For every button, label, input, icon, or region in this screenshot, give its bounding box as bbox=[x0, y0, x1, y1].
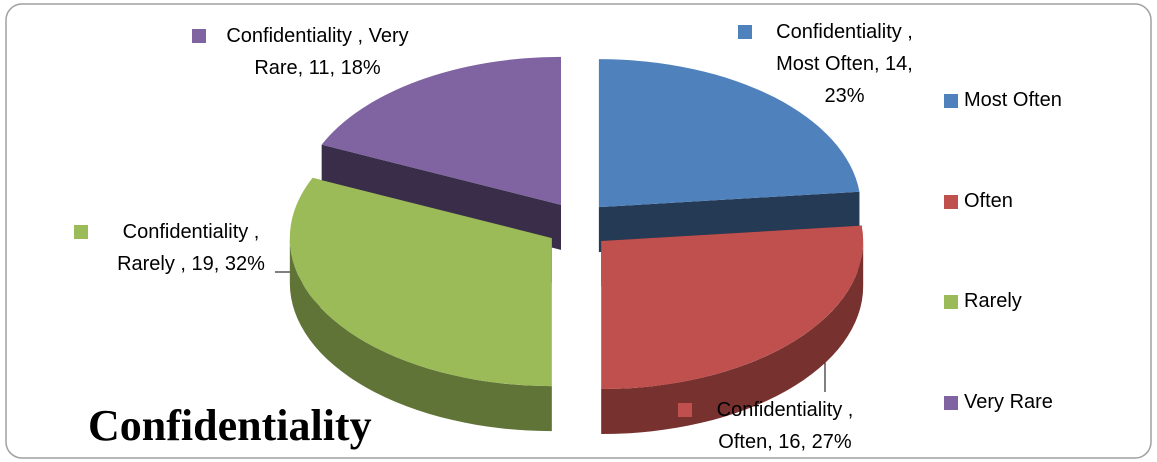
slice bbox=[289, 177, 552, 432]
data-label: Confidentiality , Often, 16, 27% bbox=[716, 399, 854, 453]
slice bbox=[601, 225, 864, 435]
legend-label: Rarely bbox=[964, 290, 1022, 312]
label-key bbox=[74, 225, 88, 239]
slice-side bbox=[601, 241, 864, 435]
data-label: Confidentiality , Rarely , 19, 32% bbox=[117, 221, 265, 275]
label-key bbox=[192, 29, 206, 43]
label-key bbox=[678, 403, 692, 417]
slice bbox=[321, 56, 562, 250]
pie bbox=[289, 56, 864, 435]
label-key bbox=[738, 25, 752, 39]
data-label: Confidentiality , Most Often, 14, 23% bbox=[776, 21, 913, 107]
chart-frame bbox=[5, 3, 1152, 459]
legend-key bbox=[944, 295, 958, 309]
slice-top bbox=[598, 59, 860, 208]
chart-title: Confidentiality bbox=[88, 401, 372, 450]
slice-top bbox=[321, 56, 562, 205]
legend-label: Most Often bbox=[964, 89, 1062, 111]
slice-top bbox=[289, 177, 552, 387]
slice-top bbox=[601, 225, 864, 390]
legend-key bbox=[944, 194, 958, 209]
legend-key bbox=[944, 94, 958, 108]
legend-label: Very Rare bbox=[964, 390, 1053, 413]
slice-side bbox=[289, 238, 552, 432]
legend-label: Often bbox=[964, 189, 1013, 212]
legend-key bbox=[944, 395, 958, 410]
slice-wall bbox=[321, 144, 562, 250]
data-label: Confidentiality , Very Rare, 11, 18% bbox=[226, 25, 409, 79]
